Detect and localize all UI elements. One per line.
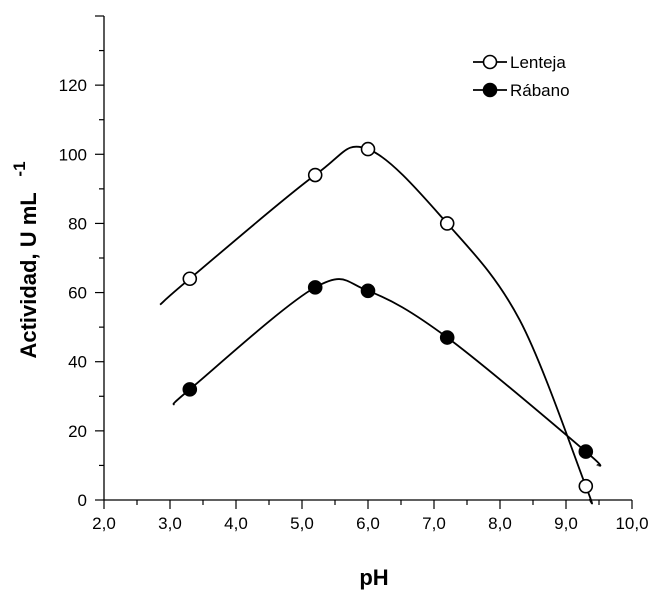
data-point-lenteja — [439, 216, 455, 231]
series-markers — [182, 141, 594, 494]
x-tick-label: 9,0 — [554, 514, 578, 533]
x-axis-title: pH — [359, 565, 388, 590]
data-point-rabano — [307, 280, 323, 295]
y-axis-title: Actividad, U mL — [16, 193, 41, 359]
y-tick-label: 80 — [68, 214, 87, 233]
x-tick-label: 8,0 — [488, 514, 512, 533]
legend-label-rabano: Rábano — [510, 81, 570, 100]
y-axis-title-group: Actividad, U mL -1 — [10, 161, 41, 358]
svg-text:Actividad, U mL -1: Actividad, U mL -1 — [10, 161, 41, 358]
legend: Lenteja Rábano — [473, 53, 570, 100]
data-point-rabano — [360, 283, 376, 299]
data-point-rabano — [182, 382, 198, 397]
x-tick-label: 5,0 — [290, 514, 314, 533]
data-point-lenteja — [360, 141, 376, 157]
legend-marker-lenteja — [482, 54, 498, 70]
y-tick-label: 20 — [68, 422, 87, 441]
y-tick-label: 100 — [59, 145, 87, 164]
x-tick-label: 3,0 — [158, 514, 182, 533]
x-tick-label: 7,0 — [422, 514, 446, 533]
ticks: 0 20 40 60 80 100 120 2,0 3,0 4,0 5,0 6,0 7,0 8,0 9,0 1… — [59, 15, 649, 533]
legend-label-lenteja: Lenteja — [510, 53, 566, 72]
data-point-rabano — [439, 330, 455, 345]
x-tick-label: 10,0 — [615, 514, 648, 533]
data-point-lenteja — [182, 271, 198, 287]
series-line-rabano — [172, 278, 602, 467]
legend-marker-rabano — [482, 82, 498, 98]
series-curves — [159, 145, 602, 505]
y-axis-title-superscript: -1 — [10, 161, 29, 176]
y-tick-label: 60 — [68, 284, 87, 303]
y-tick-label: 40 — [68, 353, 87, 372]
data-point-rabano — [578, 444, 594, 459]
data-point-lenteja — [578, 478, 594, 494]
x-tick-label: 6,0 — [356, 514, 380, 533]
data-point-lenteja — [307, 167, 323, 183]
x-tick-label: 4,0 — [224, 514, 248, 533]
y-tick-label: 0 — [78, 491, 87, 510]
series-line-lenteja — [159, 145, 593, 505]
x-tick-label: 2,0 — [92, 514, 116, 533]
y-tick-label: 120 — [59, 76, 87, 95]
